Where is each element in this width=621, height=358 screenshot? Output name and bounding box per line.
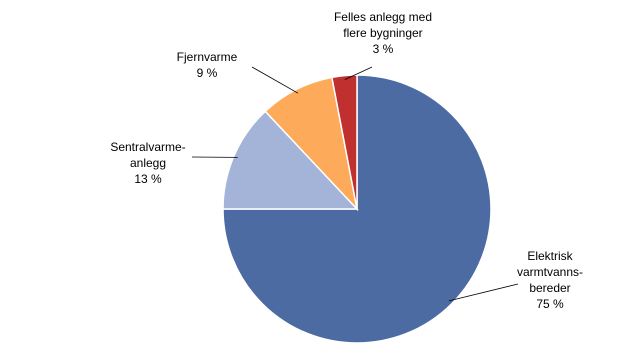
value-label: 75 %: [536, 297, 564, 311]
leader-line: [448, 283, 519, 302]
value-label: 3 %: [373, 42, 394, 56]
pie-slice: [331, 74, 358, 210]
leader-line: [251, 66, 299, 94]
slice-label: Sentralvarme-: [110, 140, 185, 154]
leader-line: [344, 66, 373, 80]
pie-slice: [222, 110, 359, 210]
slice-label: bereder: [529, 281, 570, 295]
slice-label: Felles anlegg med: [334, 10, 432, 24]
slice-label: flere bygninger: [343, 26, 422, 40]
slice-label: varmtvanns-: [517, 265, 583, 279]
slice-label: Fjernvarme: [177, 50, 238, 64]
value-label: 9 %: [197, 66, 218, 80]
slice-label: anlegg: [130, 156, 166, 170]
slice-label: Elektrisk: [527, 249, 573, 263]
value-label: 13 %: [134, 172, 162, 186]
